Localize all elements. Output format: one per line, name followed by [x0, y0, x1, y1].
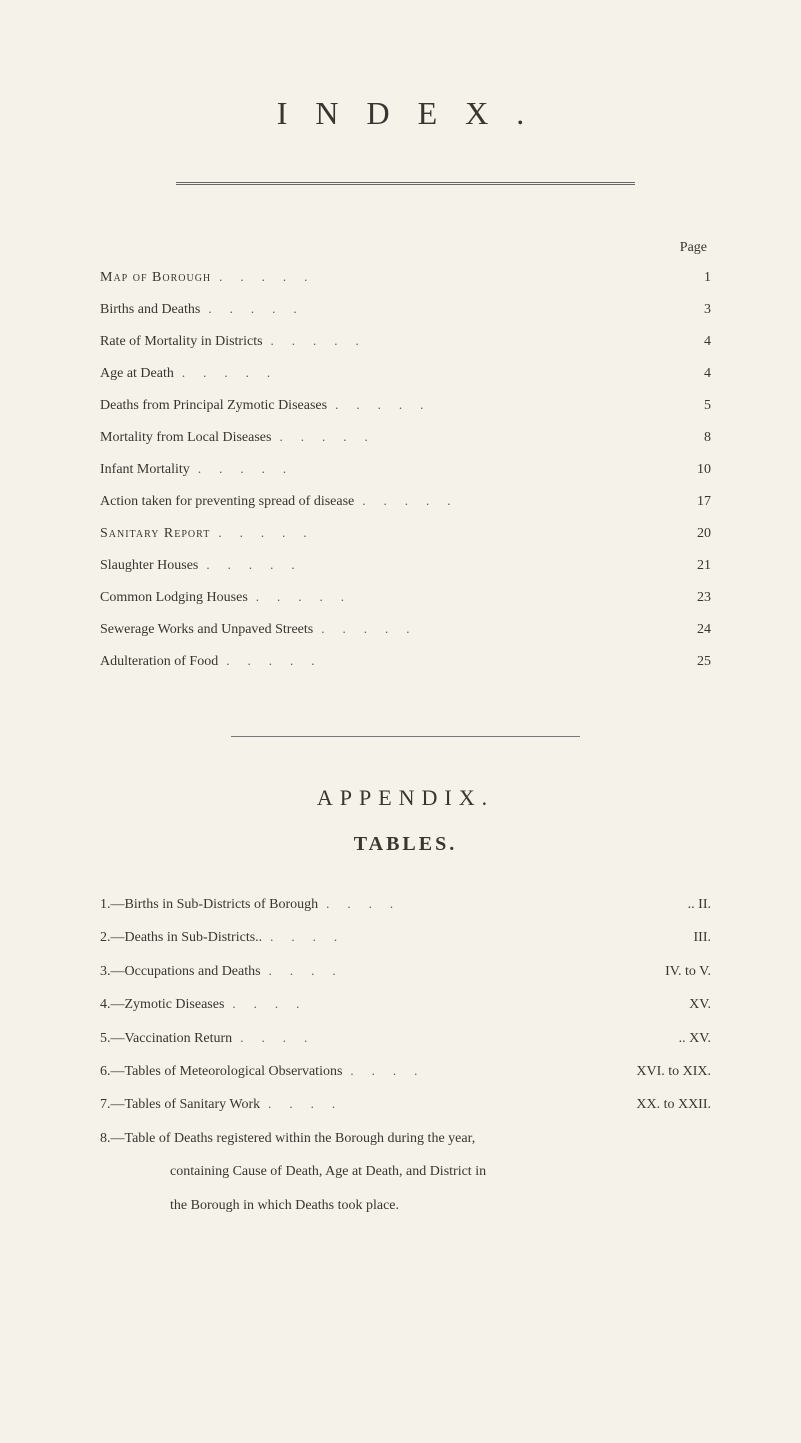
appendix-list: 1.—Births in Sub-Districts of Borough...… — [100, 890, 711, 1120]
index-row: Deaths from Principal Zymotic Diseases..… — [100, 392, 711, 420]
leader-dots: ..... — [313, 616, 681, 642]
appendix-number: 3.— — [100, 957, 125, 986]
leader-dots: ..... — [211, 264, 681, 290]
appendix-row: 2.—Deaths in Sub-Districts......III. — [100, 923, 711, 952]
appendix-number: 7.— — [100, 1090, 125, 1119]
title-rule — [176, 182, 634, 185]
index-label: Births and Deaths — [100, 296, 200, 324]
leader-dots: .... — [318, 890, 688, 917]
appendix-row: 7.—Tables of Sanitary Work....XX. to XXI… — [100, 1090, 711, 1119]
appendix-label: Tables of Meteorological Observations — [125, 1057, 343, 1086]
leader-dots: ..... — [327, 392, 681, 418]
index-label: Adulteration of Food — [100, 648, 218, 676]
appendix-number: 6.— — [100, 1057, 125, 1086]
leader-dots: .... — [260, 1090, 636, 1117]
index-label: Sanitary Report — [100, 520, 210, 548]
index-label: Sewerage Works and Unpaved Streets — [100, 616, 313, 644]
appendix-reference: XVI. to XIX. — [636, 1057, 711, 1086]
index-row: Map of Borough.....1 — [100, 264, 711, 292]
section-divider — [231, 736, 579, 737]
index-page-number: 5 — [681, 392, 711, 420]
appendix-entry-8-cont1: containing Cause of Death, Age at Death,… — [100, 1157, 711, 1186]
tables-title: TABLES. — [100, 833, 711, 856]
appendix-reference: XV. — [689, 990, 711, 1019]
leader-dots: .... — [342, 1057, 636, 1084]
index-label: Mortality from Local Diseases — [100, 424, 271, 452]
leader-dots: ..... — [174, 360, 681, 386]
index-row: Age at Death.....4 — [100, 360, 711, 388]
appendix-number: 2.— — [100, 923, 125, 952]
index-page-number: 25 — [681, 648, 711, 676]
index-page-number: 1 — [681, 264, 711, 292]
index-label: Action taken for preventing spread of di… — [100, 488, 354, 516]
appendix-entry-8: 8.—Table of Deaths registered within the… — [100, 1124, 711, 1153]
index-row: Sanitary Report.....20 — [100, 520, 711, 548]
leader-dots: ..... — [200, 296, 681, 322]
appendix-number: 1.— — [100, 890, 125, 919]
appendix-reference: .. XV. — [679, 1024, 711, 1053]
leader-dots: ..... — [271, 424, 681, 450]
appendix-label: Vaccination Return — [125, 1024, 233, 1053]
appendix-label: Deaths in Sub-Districts.. — [125, 923, 263, 952]
index-row: Common Lodging Houses.....23 — [100, 584, 711, 612]
leader-dots: ..... — [248, 584, 681, 610]
leader-dots: ..... — [198, 552, 681, 578]
appendix-number: 4.— — [100, 990, 125, 1019]
appendix-label: Tables of Sanitary Work — [125, 1090, 261, 1119]
appendix-reference: .. II. — [688, 890, 711, 919]
index-row: Births and Deaths.....3 — [100, 296, 711, 324]
index-row: Infant Mortality.....10 — [100, 456, 711, 484]
appendix-row: 3.—Occupations and Deaths....IV. to V. — [100, 957, 711, 986]
index-page-number: 8 — [681, 424, 711, 452]
index-row: Rate of Mortality in Districts.....4 — [100, 328, 711, 356]
index-page-number: 10 — [681, 456, 711, 484]
index-row: Slaughter Houses.....21 — [100, 552, 711, 580]
leader-dots: ..... — [218, 648, 681, 674]
appendix-row: 6.—Tables of Meteorological Observations… — [100, 1057, 711, 1086]
leader-dots: .... — [262, 923, 693, 950]
page-column-label: Page — [100, 240, 711, 256]
index-page-number: 4 — [681, 360, 711, 388]
appendix-label: Occupations and Deaths — [125, 957, 261, 986]
index-row: Action taken for preventing spread of di… — [100, 488, 711, 516]
appendix-row: 4.—Zymotic Diseases....XV. — [100, 990, 711, 1019]
appendix-reference: III. — [694, 923, 712, 952]
appendix-label: Births in Sub-Districts of Borough — [125, 890, 319, 919]
index-label: Common Lodging Houses — [100, 584, 248, 612]
index-row: Sewerage Works and Unpaved Streets.....2… — [100, 616, 711, 644]
index-label: Map of Borough — [100, 264, 211, 292]
index-label: Infant Mortality — [100, 456, 190, 484]
index-row: Adulteration of Food.....25 — [100, 648, 711, 676]
index-label: Deaths from Principal Zymotic Diseases — [100, 392, 327, 420]
index-list: Map of Borough.....1Births and Deaths...… — [100, 264, 711, 676]
appendix-entry-8-cont2: the Borough in which Deaths took place. — [100, 1191, 711, 1220]
leader-dots: ..... — [210, 520, 681, 546]
appendix-label: Zymotic Diseases — [125, 990, 225, 1019]
leader-dots: ..... — [354, 488, 681, 514]
appendix-reference: XX. to XXII. — [636, 1090, 711, 1119]
leader-dots: .... — [261, 957, 666, 984]
leader-dots: .... — [232, 1024, 678, 1051]
index-label: Age at Death — [100, 360, 174, 388]
index-page-number: 20 — [681, 520, 711, 548]
index-page-number: 17 — [681, 488, 711, 516]
index-page-number: 24 — [681, 616, 711, 644]
index-page-number: 23 — [681, 584, 711, 612]
appendix-title: APPENDIX. — [100, 785, 711, 811]
leader-dots: ..... — [263, 328, 681, 354]
appendix-row: 1.—Births in Sub-Districts of Borough...… — [100, 890, 711, 919]
index-label: Rate of Mortality in Districts — [100, 328, 263, 356]
page-title: I N D E X . — [100, 95, 711, 132]
appendix-number: 5.— — [100, 1024, 125, 1053]
index-row: Mortality from Local Diseases.....8 — [100, 424, 711, 452]
appendix-row: 5.—Vaccination Return...... XV. — [100, 1024, 711, 1053]
index-label: Slaughter Houses — [100, 552, 198, 580]
appendix-reference: IV. to V. — [665, 957, 711, 986]
index-page-number: 4 — [681, 328, 711, 356]
index-page-number: 3 — [681, 296, 711, 324]
index-page-number: 21 — [681, 552, 711, 580]
leader-dots: ..... — [190, 456, 681, 482]
leader-dots: .... — [224, 990, 689, 1017]
